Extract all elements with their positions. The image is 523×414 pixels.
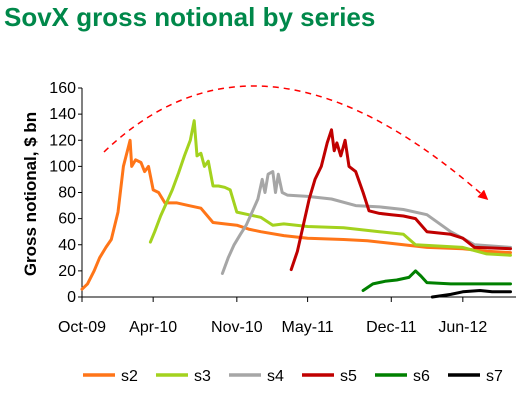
x-tick-label: Nov-10 [211,319,263,336]
trend-arrow [103,85,489,200]
y-tick-label: 40 [58,237,76,254]
series-line-s6 [361,269,512,292]
y-axis-label: Gross notional, $ bn [21,112,40,276]
series-layer [80,119,512,299]
x-tick-label: Apr-10 [129,319,177,336]
y-tick-label: 160 [49,80,76,97]
legend-label-s7: s7 [486,368,503,385]
legend: s2 s3 s4 s5 s6 s7 [83,368,503,385]
legend-label-s4: s4 [267,368,284,385]
series-line-s3 [148,119,512,257]
series-line-s4 [220,170,512,275]
y-tick-label: 140 [49,106,76,123]
x-tick-label: Oct-09 [58,319,106,336]
series-line-s2 [80,138,512,291]
x-tick-label: Jun-12 [438,319,487,336]
legend-label-s6: s6 [413,368,430,385]
y-tick-label: 20 [58,263,76,280]
y-tick-label: 0 [67,289,76,306]
y-tick-label: 80 [58,185,76,202]
y-tick-label: 100 [49,158,76,175]
series-line-s5 [289,128,512,272]
legend-label-s5: s5 [340,368,357,385]
y-tick-label: 120 [49,132,76,149]
chart-title: SovX gross notional by series [4,2,376,32]
legend-label-s3: s3 [194,368,211,385]
x-tick-label: May-11 [282,319,334,336]
series-line-s7 [430,289,512,299]
y-tick-label: 60 [58,211,76,228]
axes: 0 20 40 60 80 100 120 140 160 Oct-09 Apr-10 Nov-10 M… [49,80,516,336]
x-tick-label: Dec-11 [366,319,416,336]
legend-label-s2: s2 [121,368,138,385]
